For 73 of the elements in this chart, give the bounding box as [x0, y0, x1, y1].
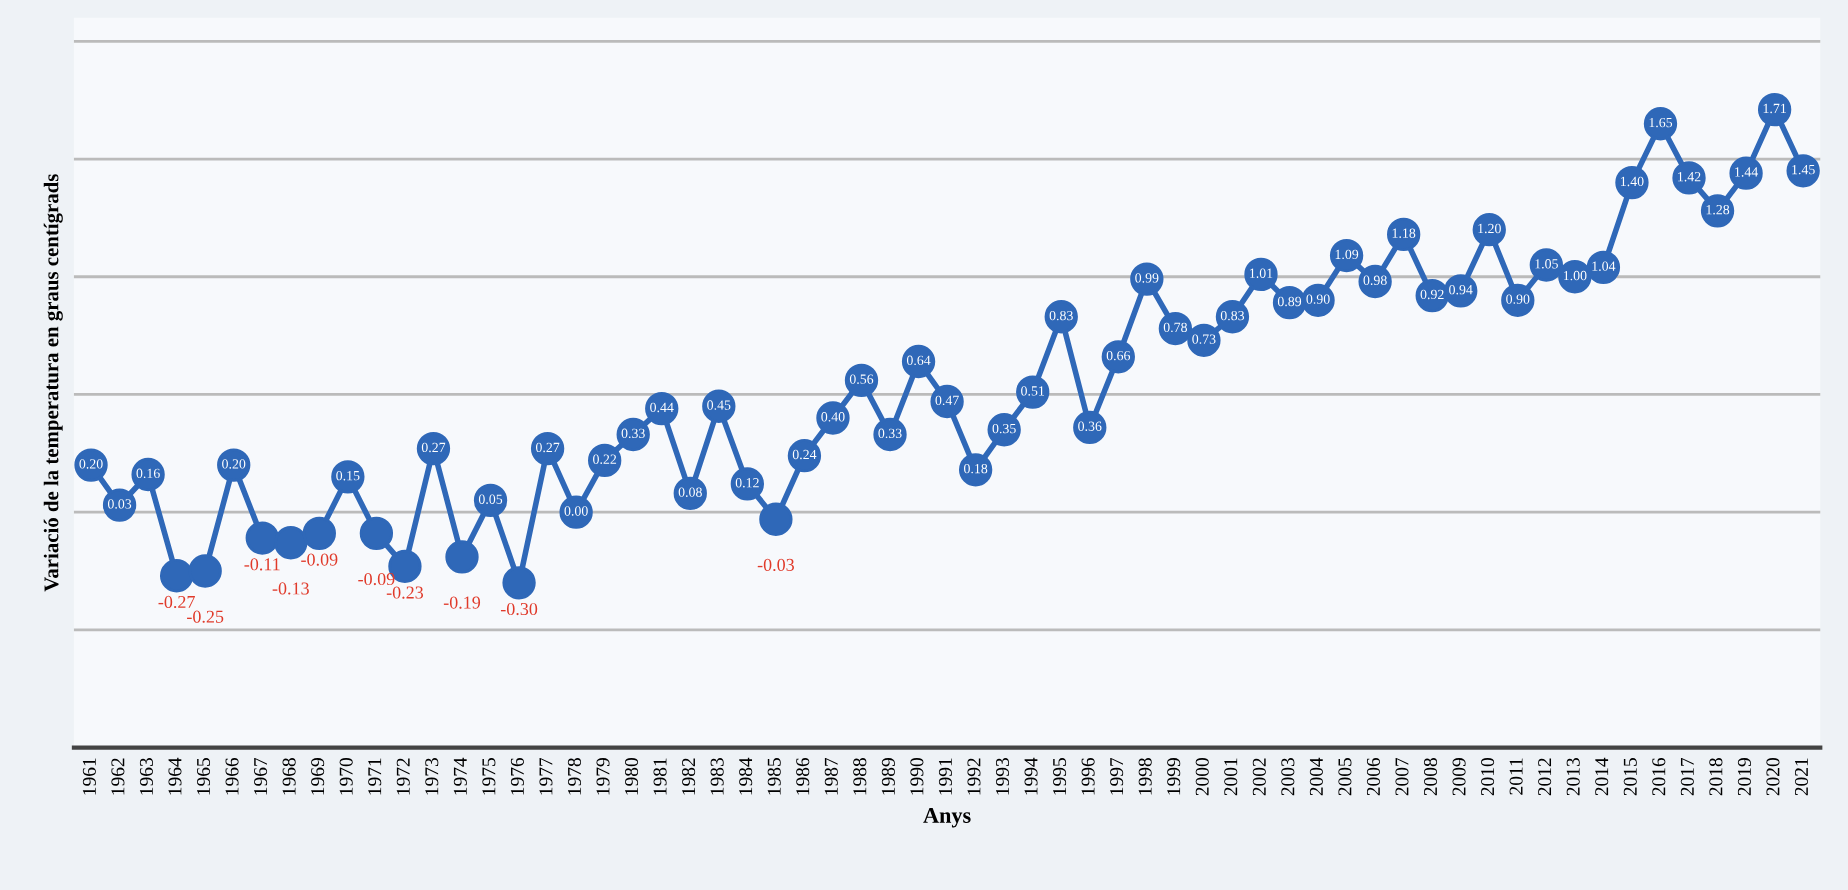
x-tick-label: 1977 [539, 757, 553, 795]
x-tick-label: 1991 [938, 758, 952, 795]
data-label: -0.11 [244, 558, 280, 571]
x-tick-label: 1981 [653, 758, 667, 795]
x-tick-label: 1989 [881, 758, 895, 795]
data-label: -0.23 [386, 586, 424, 599]
x-tick-label: 1992 [967, 758, 981, 795]
data-label: -0.09 [301, 553, 338, 566]
x-tick-label: 2001 [1224, 758, 1238, 796]
x-tick-label: 2018 [1709, 758, 1723, 796]
x-tick-label: 1963 [139, 758, 153, 795]
x-tick-label: 1961 [82, 758, 96, 795]
x-tick-label: 2013 [1566, 758, 1580, 796]
x-tick-label: 1997 [1110, 757, 1124, 795]
x-tick-label: 2006 [1366, 757, 1380, 796]
x-tick-label: 1966 [225, 757, 239, 795]
x-tick-label: 1967 [254, 757, 268, 795]
x-tick-label: 2010 [1481, 758, 1495, 796]
x-tick-label: 2012 [1538, 758, 1552, 796]
x-tick-label: 1993 [995, 758, 1010, 795]
x-tick-label: 1984 [739, 757, 753, 795]
x-tick-label: 1999 [1167, 758, 1181, 795]
x-tick-label: 2007 [1395, 757, 1409, 796]
x-tick-label: 2020 [1766, 758, 1780, 796]
x-axis-title: Anys [923, 808, 971, 828]
data-label: -0.13 [272, 582, 309, 595]
data-label: -0.30 [500, 602, 538, 616]
x-tick-label: 2021 [1794, 758, 1809, 796]
data-label: -0.03 [757, 558, 794, 572]
x-tick-label: 1964 [168, 757, 182, 795]
y-axis-title: Variació de la temperatura en graus centígrads [43, 174, 63, 592]
x-tick-label: 1970 [339, 758, 353, 795]
x-tick-label: 1994 [1024, 757, 1038, 795]
x-tick-label: 2017 [1680, 757, 1694, 796]
x-tick-label: 1969 [311, 758, 325, 795]
x-tick-label: 1995 [1053, 758, 1067, 795]
data-label: -0.09 [358, 572, 395, 586]
x-tick-label: 1976 [510, 757, 524, 795]
x-tick-label: 1979 [596, 758, 610, 795]
x-tick-label: 1975 [482, 758, 496, 795]
x-tick-label: 2005 [1338, 758, 1352, 796]
x-tick-label: 1962 [111, 758, 125, 795]
x-tick-label: 2008 [1423, 758, 1438, 796]
x-tick-label: 1985 [767, 758, 781, 795]
x-tick-label: 1980 [624, 758, 639, 795]
x-tick-label: 1987 [824, 757, 838, 795]
x-tick-label: 1982 [682, 758, 696, 795]
x-tick-label: 2003 [1281, 758, 1295, 796]
x-tick-label: 1974 [453, 757, 467, 795]
x-tick-label: 1990 [910, 758, 924, 795]
x-tick-label: 2019 [1737, 758, 1751, 796]
data-label: -0.27 [158, 595, 195, 609]
data-label: -0.19 [443, 596, 481, 609]
x-tick-label: 2011 [1509, 758, 1523, 795]
x-tick-label: 1972 [396, 758, 410, 795]
x-tick-label: 1988 [853, 758, 867, 795]
x-tick-label: 2004 [1309, 757, 1323, 796]
x-tick-label: 1978 [567, 758, 582, 795]
x-tick-label: 2016 [1652, 757, 1666, 796]
x-tick-label: 1973 [425, 758, 439, 795]
x-tick-label: 1998 [1138, 758, 1152, 795]
x-tick-label: 2014 [1595, 757, 1609, 796]
x-tick-label: 1965 [196, 758, 211, 795]
x-tick-label: 1983 [710, 758, 724, 795]
x-tick-label: 1971 [368, 758, 382, 795]
x-tick-label: 2015 [1623, 758, 1637, 796]
x-tick-label: 2002 [1252, 758, 1266, 796]
x-tick-label: 2009 [1452, 758, 1466, 796]
x-tick-label: 1986 [796, 757, 810, 795]
x-tick-label: 1968 [282, 758, 296, 795]
data-label: -0.25 [187, 610, 224, 623]
x-tick-label: 2000 [1195, 758, 1209, 796]
x-tick-label: 1996 [1081, 757, 1095, 795]
